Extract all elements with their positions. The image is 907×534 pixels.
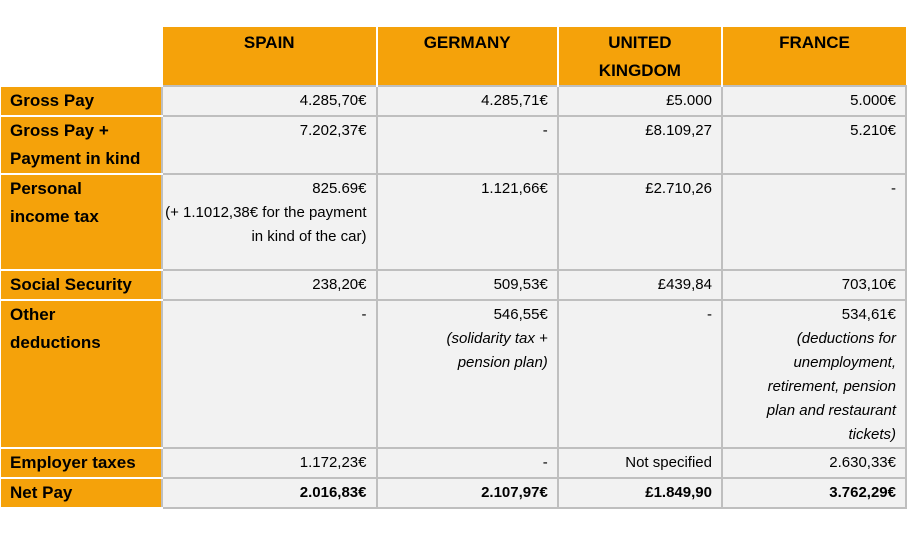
table-cell: 546,55€ (solidarity tax + pension plan) (375, 299, 559, 449)
table-row-employer-taxes: Employer taxes 1.172,23€ - Not specified… (1, 447, 907, 479)
column-header-spain: SPAIN (160, 27, 377, 86)
table-row-other-deductions: Other deductions - 546,55€ (solidarity t… (1, 299, 907, 449)
table-cell: 2.107,97€ (375, 477, 559, 509)
table-cell: £439,84 (556, 269, 723, 301)
cell-note: (+ 1.1012,38€ for the payment in kind of… (165, 204, 367, 245)
table-cell: £5.000 (556, 85, 723, 117)
row-label: Gross Pay + Payment in kind (1, 115, 162, 175)
table-cell: 1.121,66€ (375, 173, 559, 271)
row-label: Other deductions (1, 299, 162, 449)
table-cell: - (556, 299, 723, 449)
table-row-net-pay: Net Pay 2.016,83€ 2.107,97€ £1.849,90 3.… (1, 477, 907, 509)
table-cell: - (375, 447, 559, 479)
table-cell: 509,53€ (375, 269, 559, 301)
table-row-personal-income-tax: Personal income tax 825.69€ (+ 1.1012,38… (1, 173, 907, 271)
column-header-france: FRANCE (720, 27, 906, 86)
row-label: Social Security (1, 269, 162, 301)
cell-value: 825.69€ (312, 180, 367, 197)
cell-note: (deductions for unemployment, retirement… (766, 330, 896, 443)
table-cell: 825.69€ (+ 1.1012,38€ for the payment in… (160, 173, 378, 271)
table-cell: £2.710,26 (556, 173, 723, 271)
table-cell: 1.172,23€ (160, 447, 378, 479)
table-cell: £8.109,27 (556, 115, 723, 175)
table-cell: 534,61€ (deductions for unemployment, re… (720, 299, 907, 449)
row-label: Gross Pay (1, 85, 162, 117)
cell-note: (solidarity tax + pension plan) (446, 330, 548, 371)
table-cell: - (160, 299, 378, 449)
table-cell: 7.202,37€ (160, 115, 378, 175)
table-cell: 4.285,71€ (375, 85, 559, 117)
row-label: Net Pay (1, 477, 162, 509)
table-cell: 2.630,33€ (720, 447, 907, 479)
table-cell: Not specified (556, 447, 723, 479)
row-label: Personal income tax (1, 173, 162, 271)
column-header-united-kingdom: UNITED KINGDOM (556, 27, 722, 86)
table-cell: - (375, 115, 559, 175)
cell-value: 546,55€ (493, 306, 548, 323)
table-cell: 5.210€ (720, 115, 907, 175)
table-row-social-security: Social Security 238,20€ 509,53€ £439,84 … (1, 269, 907, 301)
salary-comparison-table: SPAIN GERMANY UNITED KINGDOM FRANCE Gros… (1, 27, 907, 509)
table-row-gross-pay-payment-in-kind: Gross Pay + Payment in kind 7.202,37€ - … (1, 115, 907, 175)
corner-cell (1, 27, 162, 86)
table-cell: 2.016,83€ (160, 477, 378, 509)
table-cell: £1.849,90 (556, 477, 723, 509)
table-row-gross-pay: Gross Pay 4.285,70€ 4.285,71€ £5.000 5.0… (1, 85, 907, 117)
cell-value: 534,61€ (841, 306, 896, 323)
table-cell: 238,20€ (160, 269, 378, 301)
table-cell: 4.285,70€ (160, 85, 378, 117)
table-cell: 703,10€ (720, 269, 907, 301)
row-label: Employer taxes (1, 447, 162, 479)
header-row: SPAIN GERMANY UNITED KINGDOM FRANCE (1, 27, 906, 86)
table-cell: 3.762,29€ (720, 477, 907, 509)
column-header-germany: GERMANY (375, 27, 558, 86)
table-cell: 5.000€ (720, 85, 907, 117)
table-cell: - (720, 173, 907, 271)
